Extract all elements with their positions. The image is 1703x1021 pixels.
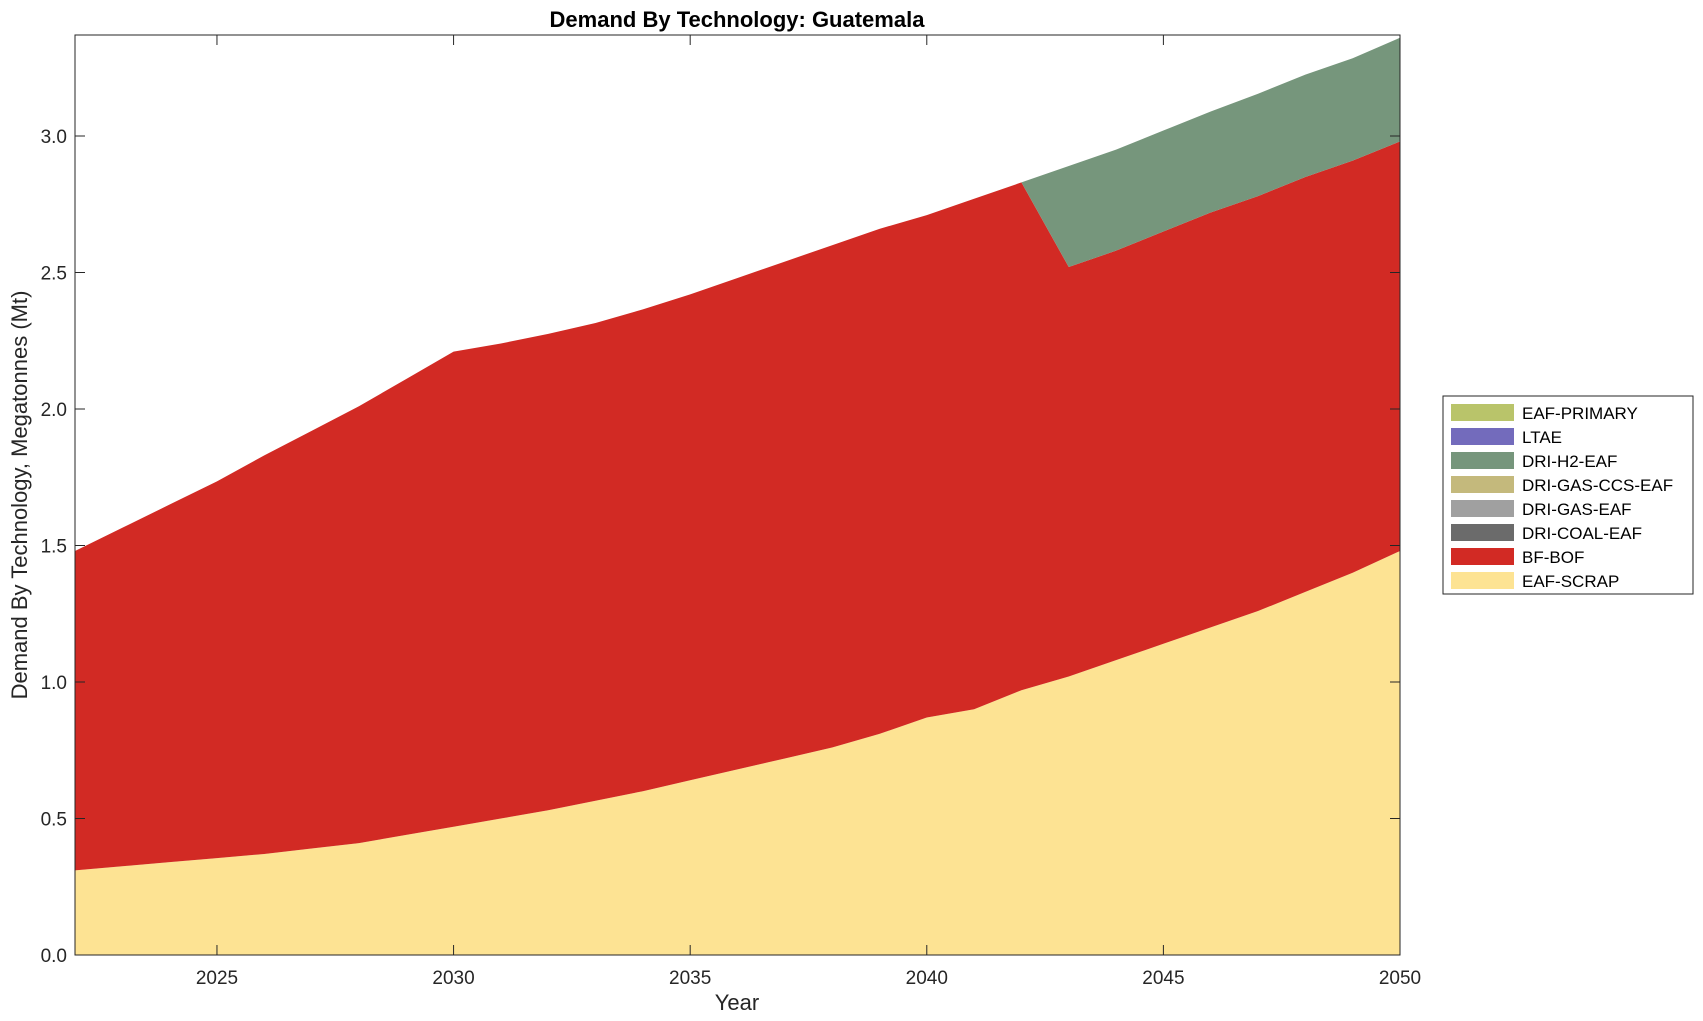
legend-swatch-eaf-scrap <box>1451 572 1514 589</box>
y-tick-label: 0.0 <box>41 946 67 967</box>
plot-frame <box>74 34 1401 956</box>
x-tick-label: 2050 <box>1379 968 1421 989</box>
legend-swatch-eaf-primary <box>1451 404 1514 421</box>
x-axis-label: Year <box>715 990 759 1015</box>
legend-label-dri-h2-eaf: DRI-H2-EAF <box>1522 452 1617 471</box>
legend-swatch-bf-bof <box>1451 548 1514 565</box>
x-tick-label: 2045 <box>1142 968 1184 989</box>
y-axis-ticks: 0.0 0.5 1.0 1.5 2.0 2.5 3.0 <box>41 127 1400 967</box>
legend-label-ltae: LTAE <box>1522 428 1562 447</box>
area-eaf-scrap <box>75 550 1400 955</box>
legend-label-dri-gas-ccs-eaf: DRI-GAS-CCS-EAF <box>1522 476 1673 495</box>
legend-swatch-dri-gas-ccs-eaf <box>1451 476 1514 493</box>
legend-swatch-ltae <box>1451 428 1514 445</box>
chart-title: Demand By Technology: Guatemala <box>550 7 926 32</box>
x-tick-label: 2040 <box>906 968 948 989</box>
legend-swatch-dri-gas-eaf <box>1451 500 1514 517</box>
legend-swatch-dri-coal-eaf <box>1451 524 1514 541</box>
x-tick-label: 2025 <box>196 968 238 989</box>
x-axis-ticks: 2025 2030 2035 2040 2045 2050 <box>196 35 1421 989</box>
legend: EAF-PRIMARY LTAE DRI-H2-EAF DRI-GAS-CCS-EAF… <box>1442 395 1694 595</box>
area-layers <box>75 37 1400 955</box>
y-tick-label: 1.0 <box>41 673 67 694</box>
y-tick-label: 1.5 <box>41 537 67 558</box>
y-tick-label: 3.0 <box>41 127 67 148</box>
legend-label-dri-gas-eaf: DRI-GAS-EAF <box>1522 500 1632 519</box>
y-tick-label: 0.5 <box>41 810 67 831</box>
legend-label-eaf-primary: EAF-PRIMARY <box>1522 404 1638 423</box>
x-tick-label: 2030 <box>432 968 474 989</box>
y-tick-label: 2.5 <box>41 264 67 285</box>
area-bf-bof <box>75 141 1400 871</box>
legend-label-bf-bof: BF-BOF <box>1522 548 1584 567</box>
y-tick-label: 2.0 <box>41 400 67 421</box>
y-axis-label: Demand By Technology, Megatonnes (Mt) <box>7 291 32 700</box>
x-tick-label: 2035 <box>669 968 711 989</box>
legend-label-eaf-scrap: EAF-SCRAP <box>1522 572 1619 591</box>
legend-swatch-dri-h2-eaf <box>1451 452 1514 469</box>
legend-label-dri-coal-eaf: DRI-COAL-EAF <box>1522 524 1642 543</box>
